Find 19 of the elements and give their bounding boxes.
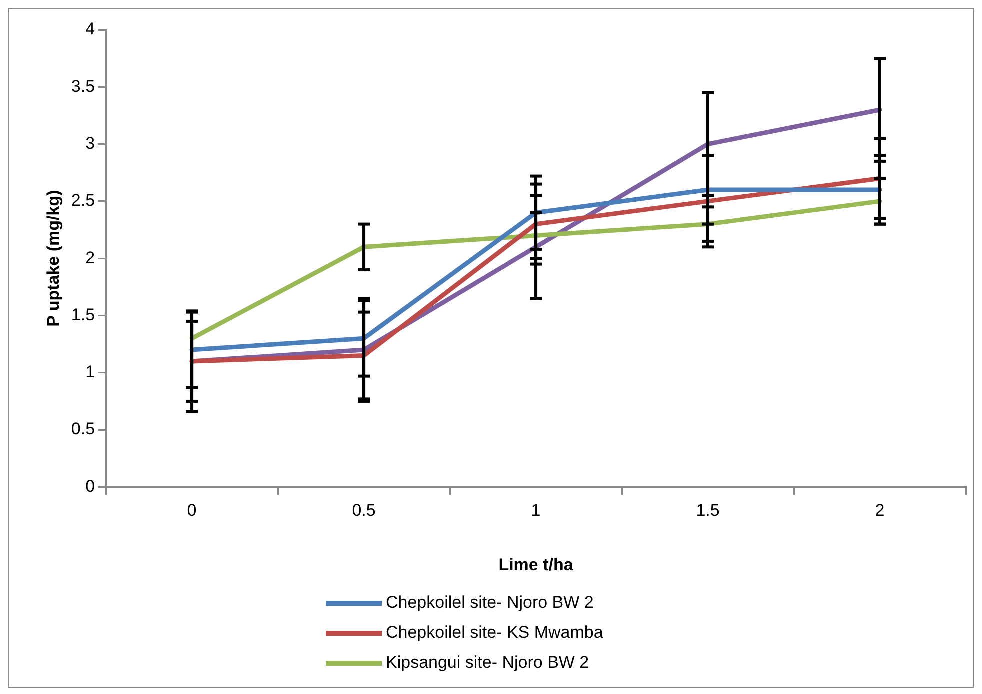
y-tick-label: 3.5 bbox=[71, 76, 96, 96]
y-tick-label: 3 bbox=[86, 134, 96, 153]
y-axis-title: P uptake (mg/kg) bbox=[44, 190, 63, 327]
x-axis-title: Lime t/ha bbox=[498, 555, 574, 574]
y-tick-label: 2.5 bbox=[71, 191, 96, 210]
y-tick-label: 4 bbox=[86, 20, 96, 39]
x-tick-label: 0.5 bbox=[352, 501, 376, 520]
legend-label: Chepkoilel site- KS Mwamba bbox=[386, 623, 604, 643]
y-tick-label: 1.5 bbox=[71, 305, 96, 324]
y-tick-label: 0.5 bbox=[71, 420, 96, 439]
y-tick-label: 1 bbox=[86, 362, 96, 382]
legend-label: Chepkoilel site- Njoro BW 2 bbox=[386, 593, 594, 613]
x-tick-label: 2 bbox=[875, 501, 885, 520]
x-tick-label: 0 bbox=[187, 501, 197, 520]
x-tick-label: 1 bbox=[531, 501, 541, 520]
legend-label: Kipsangui site- Njoro BW 2 bbox=[386, 653, 590, 673]
y-tick-label: 0 bbox=[86, 476, 96, 496]
x-tick-label: 1.5 bbox=[696, 501, 720, 520]
y-tick-label: 2 bbox=[86, 248, 96, 268]
